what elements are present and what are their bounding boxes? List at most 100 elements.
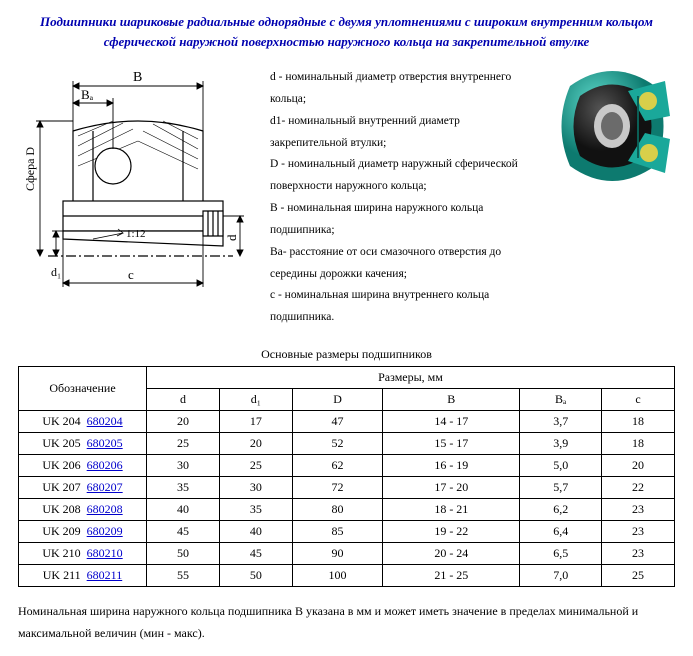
designation-name: UK 211 — [43, 568, 81, 582]
cell-d: 40 — [147, 499, 220, 521]
cell-designation: UK 204680204 — [19, 411, 147, 433]
table-row: UK 206 680206 30256216 - 195,020 — [19, 455, 675, 477]
col-designation: Обозначение — [19, 367, 147, 411]
col-D: D — [292, 389, 382, 411]
cell-D: 52 — [292, 433, 382, 455]
cell-c: 23 — [602, 521, 675, 543]
col-sizes: Размеры, мм — [147, 367, 675, 389]
cell-Ba: 3,9 — [520, 433, 602, 455]
cell-designation: UK 210 680210 — [19, 543, 147, 565]
cell-c: 23 — [602, 499, 675, 521]
definitions-block: d - номинальный диаметр отверстия внутре… — [270, 61, 538, 329]
cell-designation: UK 205 680205 — [19, 433, 147, 455]
top-row: B Bₐ Сфера D d₁ — [18, 61, 675, 329]
part-link[interactable]: 680206 — [87, 458, 123, 472]
definition-line: Ba- расстояние от оси смазочного отверст… — [270, 242, 538, 286]
cell-designation: UK 209 680209 — [19, 521, 147, 543]
part-link[interactable]: 680208 — [87, 502, 123, 516]
cell-c: 23 — [602, 543, 675, 565]
cell-designation: UK 208680208 — [19, 499, 147, 521]
cell-d1: 17 — [219, 411, 292, 433]
table-row: UK 20568020525205215 - 173,918 — [19, 433, 675, 455]
definition-line: c - номинальная ширина внутреннего кольц… — [270, 285, 538, 329]
label-SphereD: Сфера D — [23, 147, 37, 191]
cell-d: 50 — [147, 543, 220, 565]
definition-line: B - номинальная ширина наружного кольца … — [270, 198, 538, 242]
designation-name: UK 207 — [42, 480, 80, 494]
label-B: B — [133, 70, 142, 85]
cell-d: 20 — [147, 411, 220, 433]
part-link[interactable]: 680209 — [87, 524, 123, 538]
cell-B: 19 - 22 — [383, 521, 520, 543]
cell-d1: 35 — [219, 499, 292, 521]
cell-B: 17 - 20 — [383, 477, 520, 499]
part-link[interactable]: 680210 — [87, 546, 123, 560]
bearing-3d-render — [550, 61, 675, 191]
title-line-1: Подшипники шариковые радиальные однорядн… — [40, 14, 653, 29]
cell-Ba: 5,7 — [520, 477, 602, 499]
cell-B: 16 - 19 — [383, 455, 520, 477]
title-line-2: сферической наружной поверхностью наружн… — [104, 34, 589, 49]
designation-name: UK 210 — [42, 546, 80, 560]
cell-B: 18 - 21 — [383, 499, 520, 521]
col-B: B — [383, 389, 520, 411]
cell-c: 20 — [602, 455, 675, 477]
page-title: Подшипники шариковые радиальные однорядн… — [18, 12, 675, 51]
cell-Ba: 6,2 — [520, 499, 602, 521]
part-link[interactable]: 680211 — [87, 568, 123, 582]
definition-line: d - номинальный диаметр отверстия внутре… — [270, 67, 538, 111]
label-Ba: Bₐ — [81, 87, 94, 102]
table-caption: Основные размеры подшипников — [18, 347, 675, 362]
cell-Ba: 6,4 — [520, 521, 602, 543]
cell-d1: 25 — [219, 455, 292, 477]
definition-line: d1- номинальный внутренний диаметр закре… — [270, 111, 538, 155]
cell-d1: 50 — [219, 565, 292, 587]
col-c: c — [602, 389, 675, 411]
cell-B: 20 - 24 — [383, 543, 520, 565]
cell-d: 25 — [147, 433, 220, 455]
designation-name: UK 206 — [42, 458, 80, 472]
cell-d1: 45 — [219, 543, 292, 565]
col-Ba: Bₐ — [520, 389, 602, 411]
cell-designation: UK 206 680206 — [19, 455, 147, 477]
table-row: UK 207 680207 35307217 - 205,722 — [19, 477, 675, 499]
part-link[interactable]: 680204 — [87, 414, 123, 428]
designation-name: UK 209 — [42, 524, 80, 538]
cell-d: 35 — [147, 477, 220, 499]
cell-c: 25 — [602, 565, 675, 587]
cell-Ba: 7,0 — [520, 565, 602, 587]
table-row: UK 209 680209 45408519 - 226,423 — [19, 521, 675, 543]
cell-B: 21 - 25 — [383, 565, 520, 587]
label-taper: 1:12 — [126, 228, 146, 240]
cell-Ba: 5,0 — [520, 455, 602, 477]
cell-c: 18 — [602, 433, 675, 455]
label-d: d — [224, 234, 239, 241]
label-c: c — [128, 267, 134, 282]
cell-designation: UK 211 680211 — [19, 565, 147, 587]
cell-D: 62 — [292, 455, 382, 477]
cell-D: 85 — [292, 521, 382, 543]
cell-D: 47 — [292, 411, 382, 433]
cell-d1: 30 — [219, 477, 292, 499]
table-row: UK 20868020840358018 - 216,223 — [19, 499, 675, 521]
cell-Ba: 6,5 — [520, 543, 602, 565]
table-row: UK 20468020420174714 - 173,718 — [19, 411, 675, 433]
cell-d: 30 — [147, 455, 220, 477]
table-row: UK 211680211555010021 - 257,025 — [19, 565, 675, 587]
col-d: d — [147, 389, 220, 411]
cell-Ba: 3,7 — [520, 411, 602, 433]
col-d1: d₁ — [219, 389, 292, 411]
cell-D: 100 — [292, 565, 382, 587]
part-link[interactable]: 680205 — [87, 436, 123, 450]
cell-c: 18 — [602, 411, 675, 433]
cell-D: 80 — [292, 499, 382, 521]
cell-designation: UK 207 680207 — [19, 477, 147, 499]
table-row: UK 21068021050459020 - 246,523 — [19, 543, 675, 565]
cell-c: 22 — [602, 477, 675, 499]
part-link[interactable]: 680207 — [87, 480, 123, 494]
designation-name: UK 205 — [42, 436, 80, 450]
engineering-diagram: B Bₐ Сфера D d₁ — [18, 61, 258, 291]
cell-d: 45 — [147, 521, 220, 543]
cell-d1: 40 — [219, 521, 292, 543]
cell-D: 72 — [292, 477, 382, 499]
